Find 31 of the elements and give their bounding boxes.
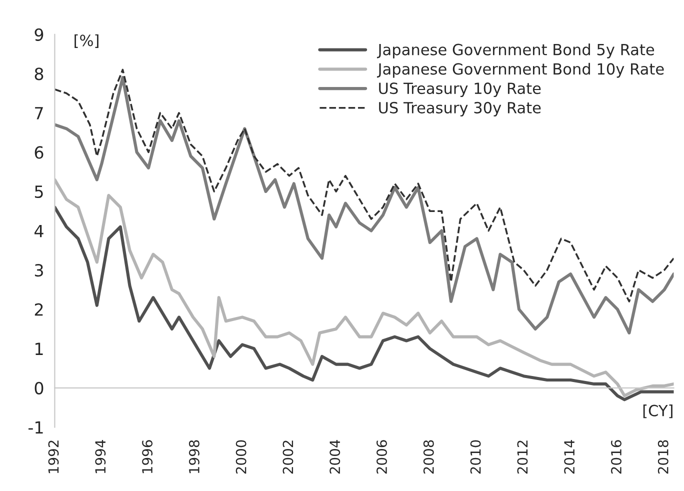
legend-label: Japanese Government Bond 5y Rate [376, 44, 654, 58]
annotation: [CY] [643, 404, 672, 418]
annotation: [%] [74, 34, 98, 48]
legend-label: US Treasury 10y Rate [379, 82, 541, 98]
legend-label: US Treasury 30y Rate [379, 102, 541, 116]
x-tick-label: 2002 [282, 440, 294, 474]
x-tick-label: 2008 [423, 440, 434, 474]
x-tick-label: 1998 [188, 440, 200, 474]
y-tick-label: 6 [34, 146, 44, 159]
legend-label: Japanese Government Bond 10y Rate [376, 62, 664, 78]
x-tick-label: 1992 [48, 440, 59, 474]
x-tick-label: 2006 [376, 440, 388, 474]
x-tick-label: 2018 [658, 440, 668, 474]
x-tick-label: 1994 [95, 440, 106, 474]
y-tick-label: 8 [34, 68, 44, 80]
y-tick-label: 2 [34, 303, 43, 316]
x-tick-label: 2014 [564, 440, 575, 474]
x-tick-label: 1996 [142, 440, 153, 474]
x-tick-label: 2004 [330, 440, 340, 474]
x-tick-label: 2010 [470, 440, 481, 474]
y-tick-label: 7 [35, 107, 43, 120]
x-tick-label: 2012 [517, 440, 528, 474]
y-tick-label: 5 [34, 186, 43, 198]
y-tick-label: 4 [34, 224, 44, 238]
y-tick-label: -1 [28, 421, 43, 434]
y-tick-label: 9 [34, 28, 44, 41]
y-tick-label: 1 [36, 342, 43, 355]
y-tick-label: 3 [34, 264, 43, 277]
x-tick-label: 2000 [236, 440, 246, 474]
x-tick-label: 2016 [610, 440, 622, 474]
y-tick-label: 0 [34, 382, 44, 394]
